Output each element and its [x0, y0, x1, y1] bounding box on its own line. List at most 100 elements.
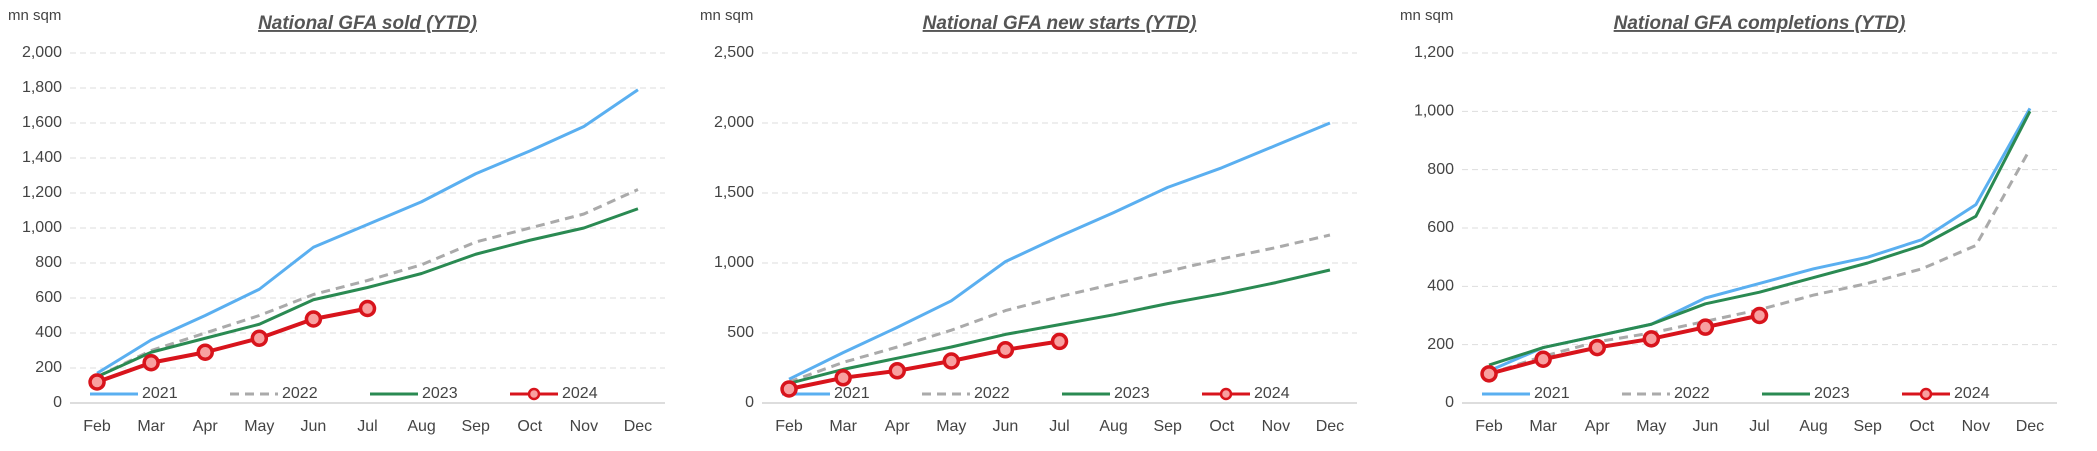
point [250, 329, 269, 347]
y-tick-label: 2,000 [22, 44, 62, 61]
series-line [788, 233, 1331, 384]
x-tick-label: May [244, 418, 274, 435]
point [834, 369, 852, 387]
y-tick-label: 600 [1427, 219, 1454, 236]
y-tick-label: 1,000 [1414, 103, 1454, 120]
legend-marker [1219, 387, 1233, 401]
x-tick-label: Aug [407, 418, 435, 435]
point [304, 310, 323, 328]
series-line [788, 339, 1060, 391]
y-tick-label: 600 [35, 289, 62, 306]
x-tick-label: Feb [775, 418, 803, 435]
y-tick-label: 1,200 [1414, 44, 1454, 61]
legend-label: 2024 [1954, 385, 1990, 402]
x-tick-label: Aug [1799, 418, 1827, 435]
x-tick-label: Nov [1262, 418, 1290, 435]
series-line [96, 188, 639, 379]
series-line [788, 268, 1331, 385]
point [1534, 350, 1552, 368]
legend-label: 2022 [1674, 385, 1710, 402]
x-tick-label: Apr [885, 418, 911, 435]
legend-label: 2021 [142, 385, 178, 402]
y-tick-label: 0 [1445, 394, 1454, 411]
series-line [96, 207, 639, 379]
y-tick-label: 200 [35, 359, 62, 376]
x-tick-label: Dec [2016, 418, 2044, 435]
chart-panel: National GFA completions (YTD) mn sqm 0 200… [1400, 7, 2057, 435]
legend-label: 2021 [1534, 385, 1570, 402]
y-tick-label: 2,000 [714, 114, 754, 131]
point [88, 373, 106, 391]
x-tick-label: Nov [1962, 418, 1990, 435]
y-tick-label: 1,600 [22, 114, 62, 131]
chart-panel: National GFA sold (YTD) mn sqm 0 200 400 600 8… [8, 7, 665, 435]
x-tick-label: Nov [570, 418, 598, 435]
point [1588, 338, 1606, 357]
legend-label: 2023 [1114, 385, 1150, 402]
x-tick-label: Apr [193, 418, 219, 435]
y-tick-label: 800 [1427, 161, 1454, 178]
chart-panel: National GFA new starts (YTD) mn sqm 0 500 1… [700, 7, 1357, 435]
x-tick-label: Sep [461, 418, 490, 435]
x-tick-label: Apr [1585, 418, 1611, 435]
x-tick-label: May [936, 418, 966, 435]
x-tick-label: Sep [1853, 418, 1882, 435]
series-line [1488, 148, 2032, 376]
x-tick-label: Feb [1475, 418, 1503, 435]
point [358, 299, 377, 318]
chart-title: National GFA sold (YTD) [258, 13, 477, 34]
x-tick-label: Jun [1693, 418, 1719, 435]
series-line [788, 121, 1331, 381]
legend-label: 2022 [974, 385, 1010, 402]
y-tick-label: 1,200 [22, 184, 62, 201]
point [942, 352, 961, 370]
point [996, 341, 1015, 359]
x-tick-label: Jun [993, 418, 1019, 435]
x-tick-label: Feb [83, 418, 111, 435]
legend-label: 2024 [562, 385, 598, 402]
x-tick-label: May [1636, 418, 1666, 435]
chart-title: National GFA completions (YTD) [1614, 13, 1906, 34]
y-tick-label: 0 [53, 394, 62, 411]
y-tick-label: 1,800 [22, 79, 62, 96]
y-tick-label: 1,400 [22, 149, 62, 166]
x-tick-label: Oct [1209, 418, 1234, 435]
legend-marker [1919, 387, 1933, 401]
y-axis-label: mn sqm [700, 7, 753, 24]
x-tick-label: Dec [624, 418, 652, 435]
y-tick-label: 500 [727, 324, 754, 341]
x-tick-label: Dec [1316, 418, 1344, 435]
legend-label: 2022 [282, 385, 318, 402]
legend-label: 2023 [422, 385, 458, 402]
legend-label: 2024 [1254, 385, 1290, 402]
y-tick-label: 1,500 [714, 184, 754, 201]
point [1642, 330, 1661, 348]
x-tick-label: Oct [1909, 418, 1934, 435]
x-tick-label: Jul [357, 418, 377, 435]
y-axis-label: mn sqm [1400, 7, 1453, 24]
y-tick-label: 800 [35, 254, 62, 271]
point [1480, 365, 1498, 383]
y-tick-label: 0 [745, 394, 754, 411]
point [1696, 318, 1715, 336]
point [1050, 332, 1069, 351]
legend-label: 2023 [1814, 385, 1850, 402]
legend-label: 2021 [834, 385, 870, 402]
x-tick-label: Jul [1749, 418, 1769, 435]
y-tick-label: 400 [1427, 278, 1454, 295]
series-line [1488, 313, 1760, 376]
point [142, 354, 160, 372]
legend-marker [527, 387, 541, 401]
y-axis-label: mn sqm [8, 7, 61, 24]
series-line [1488, 110, 2032, 367]
point [196, 343, 214, 361]
y-tick-label: 400 [35, 324, 62, 341]
y-tick-label: 1,000 [22, 219, 62, 236]
x-tick-label: Sep [1153, 418, 1182, 435]
y-tick-label: 200 [1427, 336, 1454, 353]
x-tick-label: Jun [301, 418, 327, 435]
point [780, 380, 798, 398]
y-tick-label: 2,500 [714, 44, 754, 61]
x-tick-label: Mar [1529, 418, 1557, 435]
